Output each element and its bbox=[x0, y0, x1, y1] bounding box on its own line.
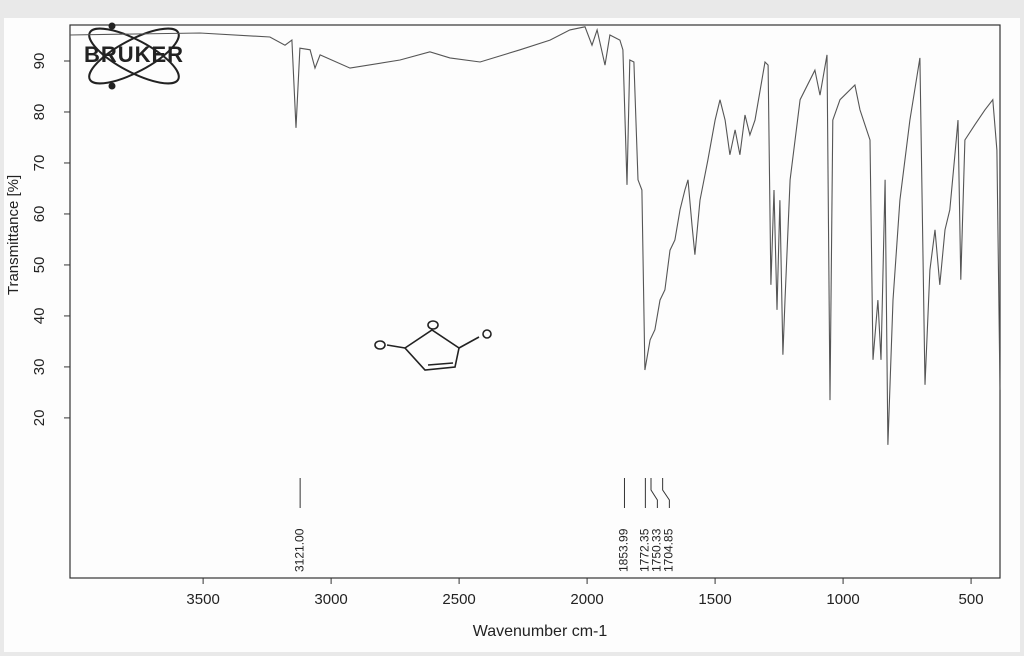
molecule bbox=[374, 320, 492, 371]
peak-label: 1704.85 bbox=[662, 528, 676, 572]
x-tick-label: 1000 bbox=[826, 591, 859, 608]
paper bbox=[4, 18, 1020, 652]
y-tick-label: 50 bbox=[31, 257, 48, 274]
logo-text: BRUKER bbox=[84, 42, 184, 67]
y-tick-label: 20 bbox=[31, 410, 48, 427]
spectrum-line bbox=[69, 26, 1001, 445]
x-tick-label: 500 bbox=[959, 591, 984, 608]
peak-label: 1750.33 bbox=[650, 528, 664, 572]
x-axis-label: Wavenumber cm-1 bbox=[473, 623, 608, 640]
y-tick-label: 70 bbox=[31, 155, 48, 172]
y-tick-label: 80 bbox=[31, 104, 48, 121]
peak-marker bbox=[650, 478, 658, 508]
y-axis-label: Transmittance [%] bbox=[5, 175, 22, 295]
x-tick-label: 3500 bbox=[186, 591, 219, 608]
logo: BRUKER bbox=[84, 22, 184, 90]
y-tick-label: 40 bbox=[31, 308, 48, 325]
peak-label: 1853.99 bbox=[617, 528, 631, 572]
peak-marker bbox=[662, 478, 670, 508]
y-tick-label: 30 bbox=[31, 359, 48, 376]
x-tick-label: 2500 bbox=[442, 591, 475, 608]
x-tick-label: 2000 bbox=[570, 591, 603, 608]
y-tick-label: 90 bbox=[31, 53, 48, 70]
x-tick-label: 1500 bbox=[698, 591, 731, 608]
y-tick-label: 60 bbox=[31, 206, 48, 223]
plot-frame bbox=[69, 24, 1001, 579]
x-tick-label: 3000 bbox=[314, 591, 347, 608]
peak-label: 3121.00 bbox=[292, 528, 306, 572]
peak-label: 1772.35 bbox=[638, 528, 652, 572]
